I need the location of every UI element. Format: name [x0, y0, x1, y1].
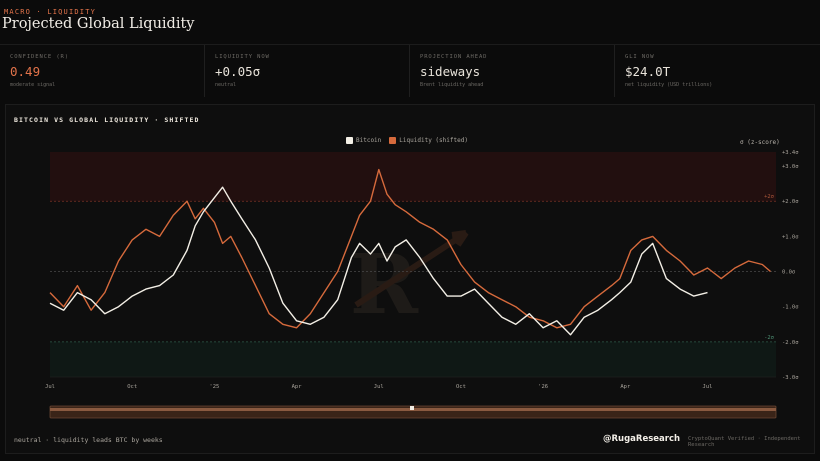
- stat-value: $24.0T: [625, 64, 671, 79]
- y-tick-label: -2.0σ: [782, 340, 799, 346]
- y-tick-label: -3.0σ: [782, 375, 799, 381]
- x-tick-label: Jul: [45, 384, 55, 390]
- y-tick-label: +3.0σ: [782, 164, 799, 170]
- y-tick-label: +2.0σ: [782, 199, 799, 205]
- stat-value: sideways: [420, 64, 481, 79]
- legend-item-bitcoin[interactable]: Bitcoin: [346, 137, 381, 144]
- chart-title: BITCOIN VS GLOBAL LIQUIDITY · SHIFTED: [14, 116, 200, 124]
- stat-sub: neutral: [215, 82, 237, 88]
- y-tick-label: 0.0σ: [782, 270, 796, 276]
- stat-gli-now: GLI NOW $24.0T net liquidity (USD trilli…: [615, 45, 820, 97]
- x-tick-label: Oct: [456, 384, 466, 390]
- stat-label: GLI NOW: [625, 54, 655, 60]
- legend-swatch-liquidity: [389, 137, 397, 144]
- x-tick-label: '26: [538, 384, 548, 390]
- stat-label: CONFIDENCE (R): [10, 54, 69, 60]
- stat-sub: net liquidity (USD trillions): [625, 82, 713, 88]
- stats-strip: CONFIDENCE (R) 0.49 moderate signal LIQU…: [0, 44, 820, 97]
- x-tick-label: Jul: [703, 384, 713, 390]
- stat-sub: moderate signal: [10, 82, 56, 88]
- y-axis-title: σ (z-score): [740, 139, 780, 146]
- svg-text:R: R: [350, 237, 419, 333]
- stat-value: 0.49: [10, 64, 41, 79]
- page-title: Projected Global Liquidity: [2, 16, 195, 32]
- brand-handle[interactable]: @RugaResearch: [603, 434, 681, 444]
- plus-two-sigma-label: +2σ: [764, 194, 775, 200]
- chart-panel: BITCOIN VS GLOBAL LIQUIDITY · SHIFTED Bi…: [5, 104, 815, 454]
- y-tick-label: -1.0σ: [782, 305, 799, 311]
- x-tick-label: Oct: [127, 384, 137, 390]
- legend-label-bitcoin: Bitcoin: [356, 137, 382, 144]
- range-navigator: [49, 405, 777, 419]
- x-tick-label: Jul: [374, 384, 384, 390]
- y-tick-label: +1.0σ: [782, 234, 799, 240]
- stat-confidence: CONFIDENCE (R) 0.49 moderate signal: [0, 45, 205, 97]
- stat-projection: PROJECTION AHEAD sideways Brent liquidit…: [410, 45, 615, 97]
- watermark-logo: R: [350, 230, 469, 333]
- x-axis: Jul Oct '25 Apr Jul Oct '26 Apr Jul: [45, 376, 776, 390]
- stat-label: PROJECTION AHEAD: [420, 54, 488, 60]
- section-eyebrow: MACRO · LIQUIDITY: [4, 8, 97, 16]
- chart-legend: Bitcoin Liquidity (shifted): [346, 137, 468, 144]
- stat-liquidity-now: LIQUIDITY NOW +0.05σ neutral: [205, 45, 410, 97]
- navigator-handle[interactable]: [410, 406, 414, 410]
- stat-label: LIQUIDITY NOW: [215, 54, 270, 60]
- chart-canvas: R +2σ -2σ +3.4σ +3.0σ +2.0σ +1.0σ 0.0σ -1.0σ -2…: [45, 150, 799, 419]
- legend-item-liquidity[interactable]: Liquidity (shifted): [389, 137, 468, 144]
- brand-subtitle: CryptoQuant Verified · Independent Resea…: [688, 436, 801, 448]
- y-tick-label: +3.4σ: [782, 150, 799, 156]
- minus-two-sigma-label: -2σ: [764, 335, 775, 341]
- reference-lines: +2σ -2σ: [50, 194, 776, 343]
- liquidity-line: [49, 168, 771, 329]
- upper-sigma-band: [50, 152, 776, 202]
- lower-sigma-band: [50, 341, 776, 377]
- legend-swatch-bitcoin: [346, 137, 353, 144]
- bitcoin-line: [49, 186, 708, 336]
- x-tick-label: '25: [209, 384, 219, 390]
- x-tick-label: Apr: [620, 384, 631, 390]
- stat-sub: Brent liquidity ahead: [420, 82, 484, 88]
- page-header: MACRO · LIQUIDITY Projected Global Liqui…: [0, 0, 820, 44]
- series-lines: [49, 168, 771, 336]
- footer-note: neutral · liquidity leads BTC by weeks: [14, 436, 163, 444]
- x-tick-label: Apr: [292, 384, 303, 390]
- y-axis: +3.4σ +3.0σ +2.0σ +1.0σ 0.0σ -1.0σ -2.0σ -3.0σ: [782, 150, 799, 381]
- stat-value: +0.05σ: [215, 64, 261, 79]
- legend-label-liquidity: Liquidity (shifted): [399, 137, 468, 144]
- sigma-bands: [50, 152, 776, 377]
